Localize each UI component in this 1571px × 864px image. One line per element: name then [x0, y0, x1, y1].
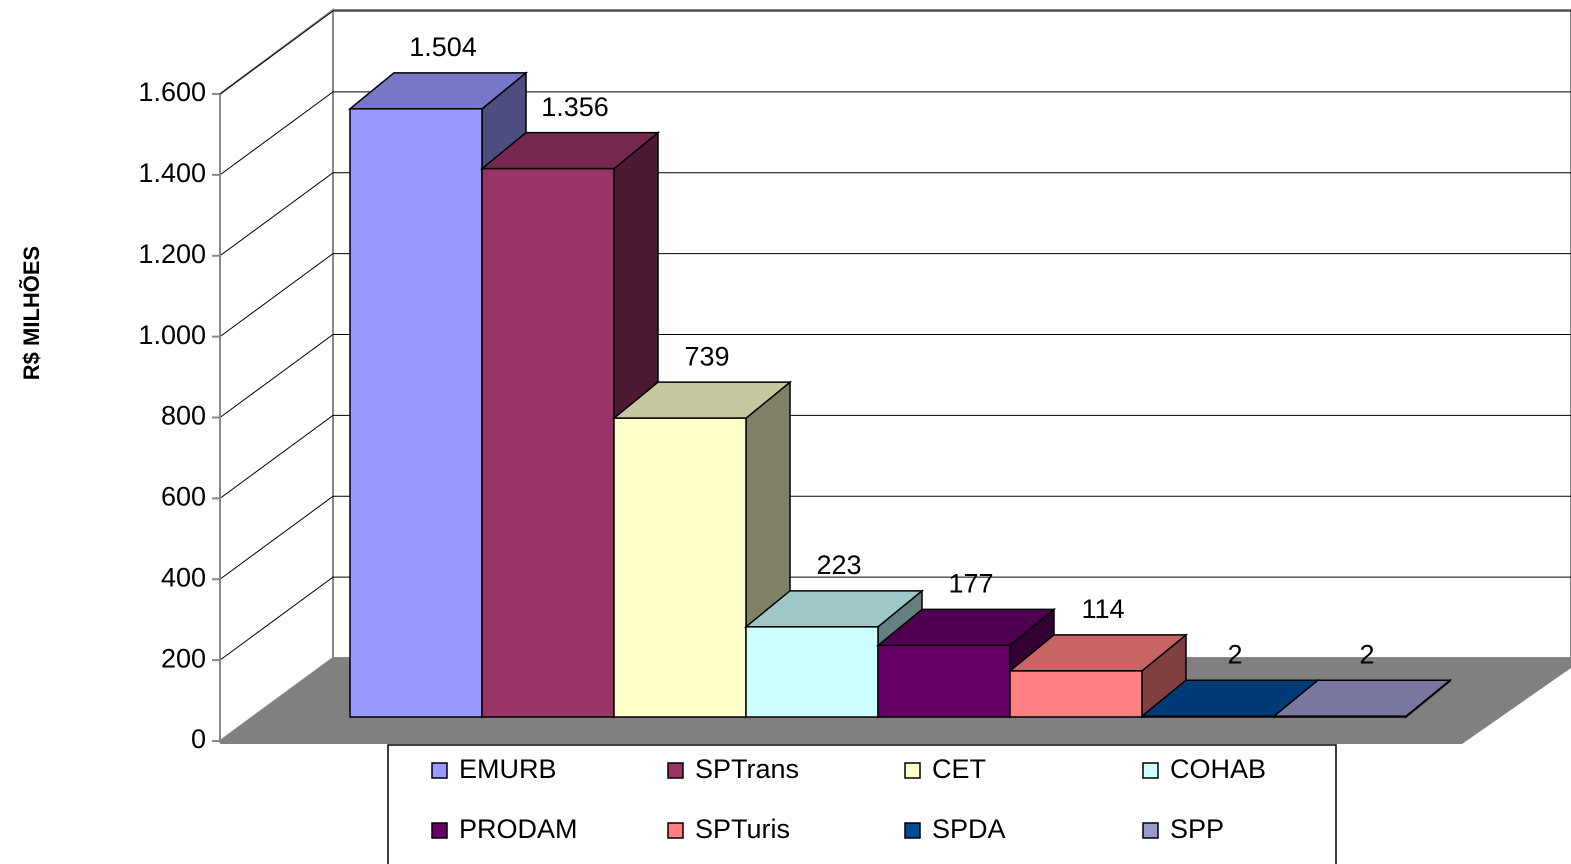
value-label: 2 [1359, 639, 1374, 669]
legend-swatch [431, 822, 448, 839]
legend-box [387, 744, 1337, 864]
value-label: 1.356 [541, 92, 609, 122]
legend-label: PRODAM [459, 814, 578, 844]
y-axis-label: R$ MILHÕES [19, 246, 44, 380]
legend-label: COHAB [1170, 754, 1266, 784]
bar [1009, 670, 1143, 718]
value-label: 2 [1227, 639, 1242, 669]
legend-label: SPTrans [695, 754, 799, 784]
legend-label: SPP [1170, 814, 1224, 844]
legend-label: SPTuris [695, 814, 790, 844]
legend-label: EMURB [459, 754, 557, 784]
bar [349, 108, 483, 718]
y-tick-label: 1.200 [138, 239, 206, 269]
bar [877, 644, 1011, 718]
bar [1141, 715, 1275, 718]
y-tick-label: 1.000 [138, 320, 206, 350]
legend-swatch [904, 762, 921, 779]
grid-line [219, 576, 1571, 661]
y-tick-label: 600 [161, 482, 206, 512]
legend-swatch [1142, 822, 1159, 839]
grid-line [219, 495, 1571, 580]
value-label: 114 [1081, 594, 1124, 624]
bar [481, 167, 615, 718]
legend-swatch [431, 762, 448, 779]
grid-line [219, 172, 1571, 257]
y-tick-label: 400 [161, 562, 206, 592]
legend-swatch [904, 822, 921, 839]
legend-label: CET [932, 754, 986, 784]
bar [613, 417, 747, 718]
legend-swatch [667, 822, 684, 839]
value-label: 177 [948, 569, 993, 599]
legend-label: SPDA [932, 814, 1006, 844]
bar [745, 626, 879, 718]
value-label: 1.504 [409, 32, 477, 62]
grid-line [219, 334, 1571, 418]
y-tick-label: 0 [191, 724, 206, 754]
y-tick-label: 200 [161, 643, 206, 673]
grid-line [219, 10, 1571, 95]
legend-swatch [1142, 762, 1159, 779]
bar [1273, 715, 1407, 718]
value-label: 223 [816, 550, 861, 580]
grid-line [219, 414, 1571, 499]
grid-line [219, 91, 1571, 176]
y-tick-label: 1.600 [138, 77, 206, 107]
y-tick-label: 800 [161, 401, 206, 431]
value-label: 739 [684, 341, 729, 371]
grid-line [219, 253, 1571, 338]
y-tick-label: 1.400 [138, 158, 206, 188]
legend-swatch [667, 762, 684, 779]
